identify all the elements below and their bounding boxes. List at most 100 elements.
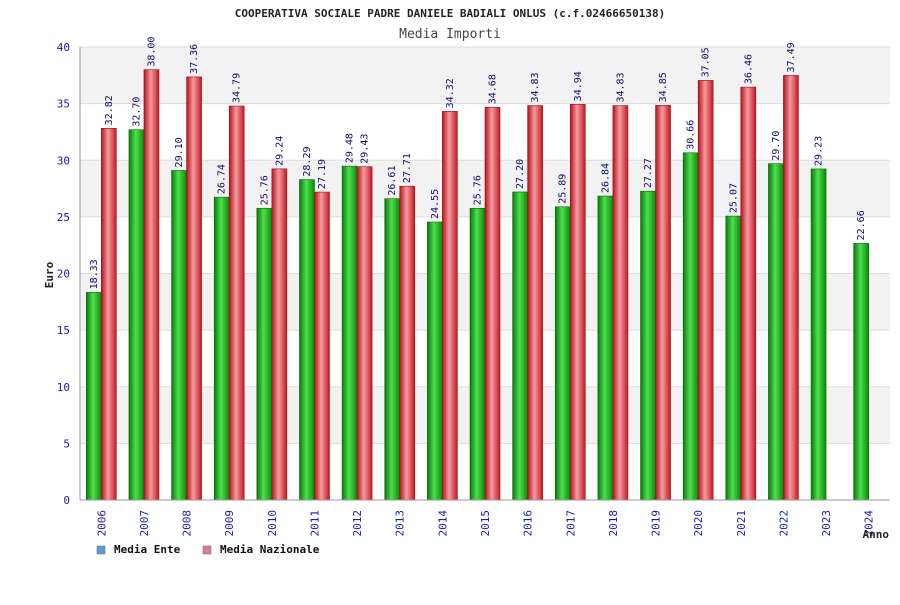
data-label-media-nazionale: 34.85	[658, 72, 669, 102]
x-tick-label: 2018	[607, 510, 620, 537]
bar-media-ente	[725, 215, 742, 501]
x-tick-label: 2020	[692, 510, 705, 537]
x-tick-labels: 2006 2007 2008 2009 2010 2011 2012 2013 2014 2015…	[95, 510, 875, 537]
x-tick-label: 2010	[266, 510, 279, 537]
y-tick-label: 15	[57, 324, 70, 337]
x-tick-label: 2011	[308, 510, 321, 537]
bar-media-nazionale	[271, 168, 288, 501]
bar-media-nazionale	[655, 105, 671, 501]
data-label-media-ente: 29.10	[174, 137, 185, 167]
x-tick-label: 2007	[138, 510, 151, 537]
y-tick-label: 40	[57, 41, 70, 54]
bar-media-nazionale	[527, 105, 543, 501]
data-label-media-ente: 25.76	[473, 175, 484, 205]
data-label-media-nazionale: 29.43	[360, 134, 371, 164]
y-tick-label: 10	[57, 381, 70, 394]
bar-media-nazionale	[612, 105, 629, 501]
bar-media-ente	[171, 170, 187, 501]
data-label-media-nazionale: 34.83	[615, 72, 626, 102]
bar-media-nazionale	[101, 128, 117, 501]
data-label-media-ente: 28.29	[302, 147, 313, 177]
y-tick-label: 20	[57, 268, 70, 281]
legend-swatch-media-nazionale	[202, 545, 212, 555]
bar-media-ente	[384, 198, 401, 501]
y-tick-label: 5	[63, 437, 70, 450]
bar-media-ente	[682, 152, 699, 501]
y-tick-label: 30	[57, 154, 70, 167]
x-tick-label: 2008	[181, 510, 194, 537]
x-tick-label: 2024	[863, 510, 876, 537]
bar-media-ente	[469, 207, 486, 501]
data-label-media-nazionale: 32.82	[104, 95, 115, 125]
data-label-media-ente: 26.84	[600, 163, 611, 193]
data-label-media-nazionale: 34.83	[530, 72, 541, 102]
bar-media-ente	[512, 191, 528, 501]
data-label-media-nazionale: 29.24	[274, 136, 285, 166]
bar-media-ente	[853, 243, 869, 501]
x-tick-label: 2015	[479, 510, 492, 537]
data-label-media-ente: 26.74	[217, 164, 228, 194]
data-label-media-nazionale: 37.05	[701, 47, 712, 77]
bar-media-ente	[213, 196, 230, 501]
bar-media-nazionale	[399, 185, 416, 501]
data-label-media-ente: 26.61	[387, 166, 398, 196]
data-label-media-ente: 29.70	[771, 131, 782, 161]
y-axis-label: Euro	[43, 261, 56, 288]
data-label-media-nazionale: 37.49	[786, 42, 797, 72]
data-label-media-nazionale: 34.94	[573, 71, 584, 101]
data-label-media-ente: 25.07	[728, 183, 739, 213]
data-label-media-nazionale: 34.79	[232, 73, 243, 103]
chart-subtitle: Media Importi	[399, 27, 501, 42]
data-label-media-ente: 24.55	[430, 189, 441, 219]
bar-media-ente	[86, 292, 102, 501]
bar-media-nazionale	[442, 111, 458, 501]
bar-media-nazionale	[314, 191, 330, 501]
bar-media-nazionale	[143, 69, 160, 501]
legend: Media Ente Media Nazionale	[96, 543, 320, 556]
bar-media-nazionale	[186, 76, 202, 501]
bar-media-ente	[256, 207, 273, 501]
bar-media-ente	[768, 163, 784, 501]
data-label-media-ente: 27.27	[643, 158, 654, 188]
x-tick-label: 2014	[436, 510, 449, 537]
bar-media-nazionale	[484, 106, 501, 501]
y-tick-label: 0	[63, 494, 70, 507]
data-label-media-ente: 29.48	[345, 133, 356, 163]
legend-label-media-nazionale: Media Nazionale	[220, 543, 320, 556]
x-tick-label: 2023	[820, 510, 833, 537]
x-tick-label: 2019	[650, 510, 663, 537]
data-label-media-nazionale: 36.46	[743, 54, 754, 84]
x-tick-label: 2021	[735, 510, 748, 537]
bar-media-nazionale	[740, 86, 757, 501]
bar-media-ente	[299, 179, 315, 501]
bar-media-ente	[128, 129, 145, 501]
bar-media-nazionale	[569, 104, 586, 501]
data-label-media-ente: 25.76	[259, 175, 270, 205]
data-label-media-nazionale: 38.00	[146, 37, 157, 67]
y-tick-label: 25	[57, 211, 70, 224]
chart-title: COOPERATIVA SOCIALE PADRE DANIELE BADIAL…	[235, 7, 665, 20]
legend-swatch-media-ente	[96, 545, 106, 555]
x-axis-label: Anno	[863, 528, 890, 541]
x-tick-label: 2013	[394, 510, 407, 537]
data-label-media-ente: 27.20	[515, 159, 526, 189]
data-label-media-ente: 25.89	[558, 174, 569, 204]
bar-media-nazionale	[697, 80, 714, 501]
data-label-media-nazionale: 27.71	[402, 153, 413, 183]
data-labels-group: 18.33 32.82 32.70 38.00 29.10 37.36 26.74 34.79…	[89, 37, 867, 290]
x-tick-label: 2016	[522, 510, 535, 537]
bar-media-ente	[597, 195, 614, 501]
data-label-media-nazionale: 37.36	[189, 44, 200, 74]
x-tick-label: 2017	[564, 510, 577, 537]
bar-media-ente	[640, 190, 656, 501]
bar-media-ente	[810, 168, 827, 501]
bar-media-nazionale	[783, 75, 799, 501]
bar-media-ente	[554, 206, 571, 501]
data-label-media-ente: 18.33	[89, 259, 100, 289]
y-tick-labels: 0 5 10 15 20 25 30 35 40	[57, 41, 70, 507]
bar-media-nazionale	[356, 166, 373, 501]
x-tick-label: 2006	[95, 510, 108, 537]
data-label-media-nazionale: 34.32	[445, 78, 456, 108]
